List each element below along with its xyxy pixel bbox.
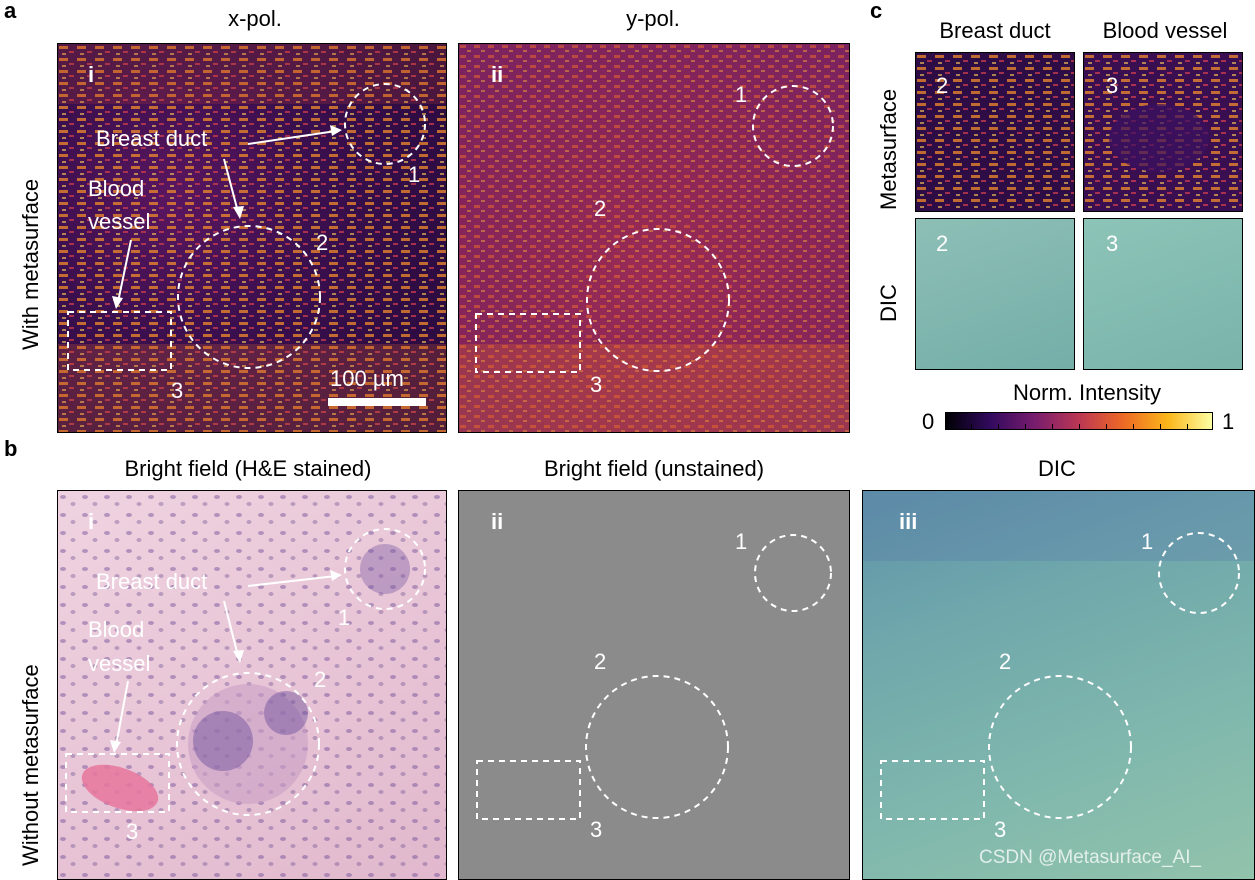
tile-metasurface-breast-duct: 2 — [915, 52, 1075, 212]
region-label-3: 3 — [590, 372, 603, 397]
scale-bar-label: 100 µm — [330, 366, 404, 391]
label-blood-line1: Blood — [88, 617, 145, 642]
he-texture — [58, 491, 446, 879]
tile-texture — [916, 53, 1074, 211]
row-label-dic: DIC — [876, 284, 901, 322]
region-rect-3 — [65, 753, 170, 813]
tile-metasurface-blood-vessel: 3 — [1083, 52, 1243, 212]
label-breast-duct: Breast duct — [96, 126, 208, 151]
region-circle-1 — [754, 534, 832, 612]
label-blood-line1: Blood — [88, 176, 145, 201]
region-label-2: 2 — [999, 649, 1012, 674]
image-dic: iii 1 2 3 CSDN @Metasurface_AI_ — [862, 490, 1255, 880]
region-rect-3 — [475, 313, 581, 373]
region-label-1: 1 — [408, 162, 421, 187]
region-rect-3 — [880, 760, 985, 820]
region-label-2: 2 — [314, 667, 327, 692]
sublabel-ii: ii — [491, 509, 504, 534]
unstained-overlay — [476, 534, 832, 820]
region-label-2: 2 — [594, 649, 607, 674]
tile-label-2: 2 — [936, 231, 949, 256]
region-rect-3 — [67, 311, 172, 371]
colorbar-title: Norm. Intensity — [1013, 380, 1161, 405]
panel-label-b: b — [4, 436, 18, 461]
title-breast-duct: Breast duct — [939, 18, 1051, 43]
panel-label-a: a — [4, 0, 17, 23]
region-label-1: 1 — [1141, 529, 1154, 554]
arrow-breast-duct-2 — [223, 600, 239, 657]
region-circle-2 — [988, 675, 1132, 819]
region-circle-2 — [586, 228, 730, 372]
tile-dic-blood-vessel: 3 — [1083, 218, 1243, 370]
dic-overlay — [863, 491, 1254, 820]
region-label-2: 2 — [316, 230, 329, 255]
row-label-without-metasurface: Without metasurface — [18, 664, 43, 866]
colorbar-max-label: 1 — [1222, 409, 1235, 434]
tile-label-3: 3 — [1106, 231, 1119, 256]
region-circle-1 — [752, 85, 834, 167]
image-unstained: ii 1 2 3 — [458, 490, 850, 880]
title-bright-field-unstained: Bright field (unstained) — [543, 456, 765, 481]
tile-label-3: 3 — [1106, 73, 1119, 98]
arrow-breast-duct-1 — [247, 130, 337, 145]
sublabel-ii: ii — [491, 62, 504, 87]
region-label-3: 3 — [590, 817, 603, 842]
region-circle-2 — [585, 675, 729, 819]
panel-label-c: c — [870, 0, 883, 23]
arrow-breast-duct-1 — [247, 575, 337, 587]
image-ypol: ii 1 2 3 — [458, 43, 850, 433]
region-circle-2 — [177, 225, 321, 369]
sublabel-iii: iii — [899, 509, 918, 534]
label-blood-line2: vessel — [88, 651, 151, 676]
arrow-blood-vessel — [117, 239, 132, 303]
title-dic: DIC — [1038, 456, 1076, 481]
tile-texture — [1084, 53, 1242, 211]
row-label-with-metasurface: With metasurface — [18, 178, 43, 350]
region-rect-3 — [476, 760, 581, 820]
region-label-3: 3 — [171, 378, 184, 403]
tile-dic-breast-duct: 2 — [915, 218, 1075, 370]
title-x-pol: x-pol. — [228, 6, 282, 31]
label-blood-line2: vessel — [88, 209, 151, 234]
ypol-texture — [459, 44, 849, 432]
region-label-3: 3 — [994, 817, 1007, 842]
scale-bar — [328, 398, 426, 406]
region-label-2: 2 — [594, 196, 607, 221]
sublabel-i: i — [88, 62, 95, 87]
region-circle-1 — [344, 83, 426, 165]
region-circle-1 — [1158, 532, 1240, 614]
colorbar-min-label: 0 — [922, 409, 935, 434]
title-y-pol: y-pol. — [626, 6, 680, 31]
watermark: CSDN @Metasurface_AI_ — [979, 847, 1202, 868]
region-label-1: 1 — [735, 529, 748, 554]
title-blood-vessel: Blood vessel — [1102, 18, 1228, 43]
sublabel-i: i — [88, 509, 95, 534]
label-breast-duct: Breast duct — [96, 569, 208, 594]
region-circle-1 — [344, 528, 426, 610]
tile-label-2: 2 — [936, 73, 949, 98]
region-label-1: 1 — [338, 605, 351, 630]
region-label-1: 1 — [735, 82, 748, 107]
title-bright-field-he: Bright field (H&E stained) — [124, 456, 372, 481]
image-he-stained: i Breast duct Blood vessel 1 2 3 — [57, 490, 447, 880]
arrow-blood-vessel — [115, 680, 129, 747]
row-label-metasurface: Metasurface — [876, 88, 901, 210]
region-label-3: 3 — [126, 819, 139, 844]
region-circle-2 — [176, 672, 320, 816]
arrow-breast-duct-2 — [223, 158, 239, 213]
xpol-texture — [58, 44, 446, 432]
image-xpol: i Breast duct Blood vessel 1 2 3 100 µm — [57, 43, 447, 433]
